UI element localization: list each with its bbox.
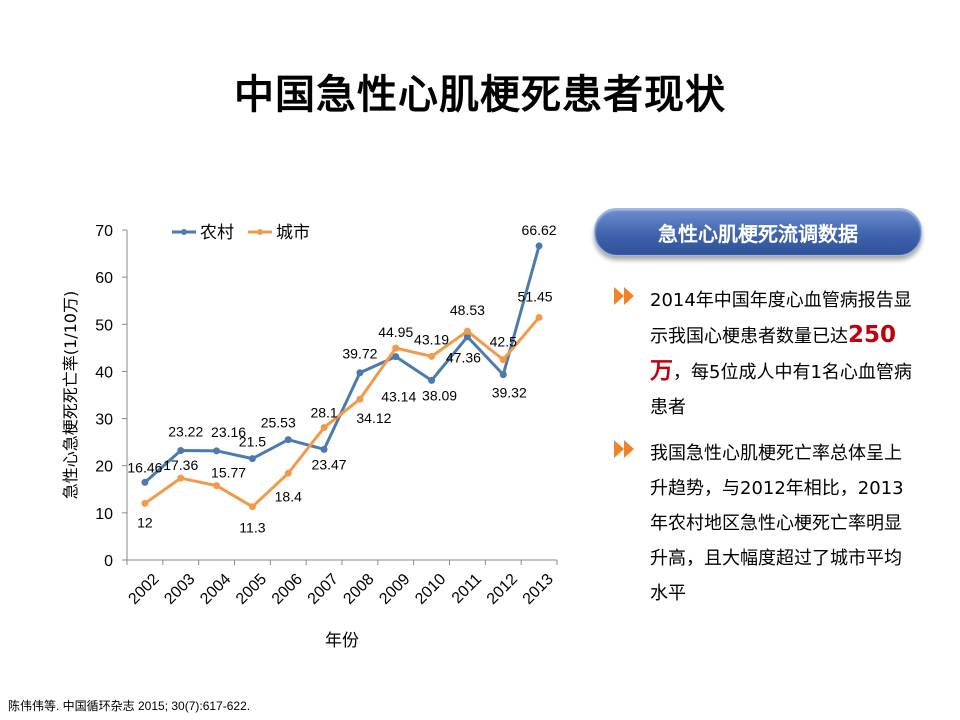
y-tick-label: 0 [104,553,113,570]
data-point [428,376,436,384]
data-label: 51.45 [518,288,553,304]
x-tick-label: 2002 [125,571,162,608]
data-label: 11.3 [239,520,265,536]
data-point [177,447,185,455]
data-label: 47.36 [446,350,481,366]
data-label: 34.12 [356,410,391,426]
x-tick-label: 2003 [161,571,198,608]
data-point [248,455,256,463]
data-label: 16.46 [127,459,162,475]
x-tick-label: 2012 [484,571,521,608]
y-tick-label: 60 [95,270,113,287]
line-chart: 0102030405060702002200320042005200620072… [61,222,558,651]
double-arrow-icon [614,440,634,458]
x-tick-label: 2009 [376,571,413,608]
data-label: 18.4 [275,488,302,504]
y-tick-label: 70 [95,223,113,240]
x-tick-label: 2013 [520,571,557,608]
panel-header: 急性心肌梗死流调数据 [594,208,922,256]
data-label: 39.32 [492,385,527,401]
data-label: 23.22 [168,424,203,440]
double-arrow-icon [614,287,634,305]
data-label: 28.1 [310,405,337,421]
data-label: 39.72 [342,346,377,362]
bullet-text-2: 我国急性心肌梗死亡率总体呈上升趋势，与2012年相比，2013年农村地区急性心梗… [650,443,904,604]
legend-marker [257,229,263,235]
x-tick-label: 2006 [269,571,306,608]
bullet-item-2: 我国急性心肌梗死亡率总体呈上升趋势，与2012年相比，2013年农村地区急性心梗… [614,436,914,611]
bullet-item-1: 2014年中国年度心血管病报告显示我国心梗患者数量已达250万，每5位成人中有1… [614,283,914,425]
data-point [141,478,149,486]
x-tick-label: 2008 [340,571,377,608]
x-tick-label: 2007 [305,571,342,608]
data-point [392,353,400,361]
data-point [535,313,543,321]
legend-label: 城市 [276,223,310,243]
data-point [284,436,292,444]
data-point [356,369,364,377]
data-label: 43.19 [414,331,449,347]
data-point [284,469,292,477]
data-point [499,356,507,364]
data-label: 12 [137,514,153,530]
series-line [143,245,541,484]
x-tick-label: 2010 [412,571,449,608]
y-tick-label: 20 [95,459,113,476]
data-point [320,424,328,432]
x-tick-label: 2011 [449,571,485,607]
data-label: 38.09 [422,387,457,403]
data-point [463,327,471,335]
data-point [213,482,221,490]
citation: 陈伟伟等. 中国循环杂志 2015; 30(7):617-622. [8,699,251,713]
y-tick-label: 40 [95,364,113,381]
data-point [320,445,328,453]
data-label: 43.14 [381,389,416,405]
y-tick-label: 30 [95,412,113,429]
data-point [356,395,364,403]
y-axis-title: 急性心急梗死死亡率(1/10万) [61,291,80,499]
data-point [392,344,400,352]
data-label: 66.62 [522,222,557,238]
data-label: 17.36 [163,457,198,473]
data-label: 25.53 [261,415,296,431]
data-label: 44.95 [378,324,413,340]
data-point [428,352,436,360]
x-axis-title: 年份 [325,631,359,651]
x-tick-label: 2005 [233,571,270,608]
data-point [535,242,543,250]
y-tick-label: 10 [95,506,113,523]
data-label: 23.47 [312,456,347,472]
legend-label: 农村 [200,223,234,243]
x-tick-label: 2004 [197,571,234,608]
y-tick-label: 50 [95,317,113,334]
data-point [141,499,149,507]
highlight-number: 250万 [650,322,897,384]
series-line [144,316,541,509]
data-point [177,474,185,482]
legend-marker [181,229,187,235]
data-label: 21.5 [239,434,266,450]
data-point [213,447,221,455]
data-point [248,503,256,511]
data-label: 42.5 [490,334,517,350]
data-label: 23.16 [211,424,246,440]
data-label: 15.77 [211,465,246,481]
data-point [463,333,471,341]
bullet-text-1: 2014年中国年度心血管病报告显示我国心梗患者数量已达250万，每5位成人中有1… [650,290,912,418]
data-point [499,371,507,379]
data-label: 48.53 [450,302,485,318]
page-title: 中国急性心肌梗死患者现状 [234,72,726,118]
